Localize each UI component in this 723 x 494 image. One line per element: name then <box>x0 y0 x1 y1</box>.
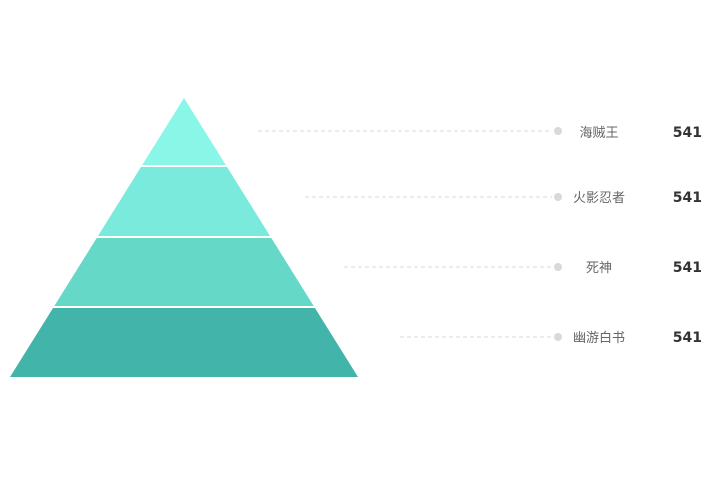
value-label: 541 <box>673 125 702 141</box>
pyramid-layer[interactable] <box>97 167 271 236</box>
category-labels: 海贼王 火影忍者 死神 幽游白书 <box>573 126 625 346</box>
value-labels: 541 541 541 541 <box>673 125 702 346</box>
value-label: 541 <box>673 330 702 346</box>
leader-dot <box>554 263 562 271</box>
pyramid-layer[interactable] <box>142 98 226 165</box>
category-label: 火影忍者 <box>573 191 625 206</box>
category-label: 死神 <box>586 261 612 276</box>
pyramid-layer[interactable] <box>10 308 358 377</box>
value-label: 541 <box>673 260 702 276</box>
pyramid-layer[interactable] <box>54 238 314 306</box>
category-label: 海贼王 <box>579 126 618 141</box>
leader-dot <box>554 127 562 135</box>
value-label: 541 <box>673 190 702 206</box>
leader-lines <box>258 127 562 341</box>
category-label: 幽游白书 <box>573 330 625 346</box>
pyramid-layers <box>10 98 358 377</box>
leader-dot <box>554 193 562 201</box>
leader-dot <box>554 333 562 341</box>
